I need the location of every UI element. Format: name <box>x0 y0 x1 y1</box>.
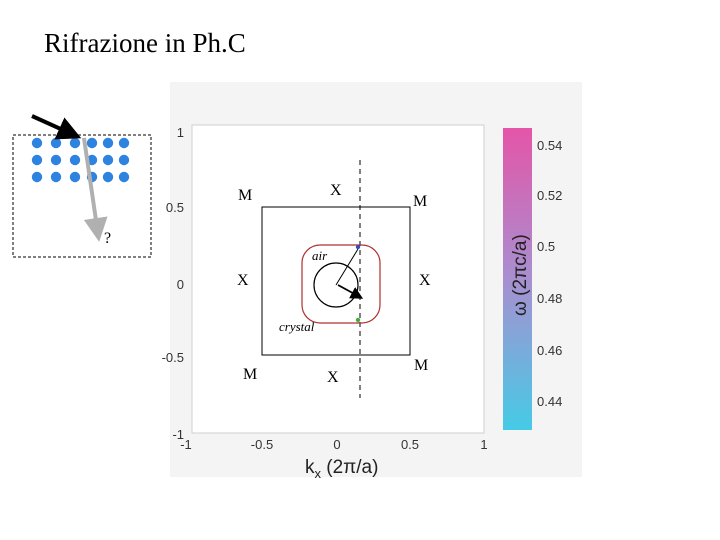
air-contour <box>313 262 359 308</box>
air-point-dot <box>355 244 361 250</box>
lattice-dot <box>69 171 81 183</box>
lattice-dot <box>102 171 114 183</box>
x-axis-ticks: -1 -0.5 0 0.5 1 <box>180 437 487 452</box>
y-tick-neg1: -1 <box>172 427 184 442</box>
y-tick-0.5: 0.5 <box>166 200 184 215</box>
crystal-wavevector-arrow <box>337 284 364 299</box>
cb-tick-0.54: 0.54 <box>537 138 562 153</box>
lattice-dot <box>69 154 81 166</box>
x-tick-1: 1 <box>480 437 487 452</box>
crystal-label: crystal <box>279 319 315 334</box>
lattice-dot <box>50 154 62 166</box>
x-tick-0: 0 <box>333 437 340 452</box>
y-tick-1: 1 <box>177 125 184 140</box>
question-mark: ? <box>104 230 111 247</box>
label-X-top: X <box>330 182 342 199</box>
label-M-top-right: M <box>413 193 427 210</box>
refracted-beam-arrow <box>82 137 108 242</box>
cb-tick-0.44: 0.44 <box>537 394 562 409</box>
lattice-dot <box>86 137 98 149</box>
lattice-dot <box>50 171 62 183</box>
lattice-dot <box>118 171 130 183</box>
crystal-point-dot <box>355 317 361 323</box>
cb-tick-0.46: 0.46 <box>537 343 562 358</box>
label-X-left: X <box>237 272 249 289</box>
y-tick-0: 0 <box>177 277 184 292</box>
lattice-dot <box>31 137 43 149</box>
label-M-bottom-right: M <box>414 357 428 374</box>
label-X-bottom: X <box>327 369 339 386</box>
label-X-right: X <box>419 272 431 289</box>
page-title: Rifrazione in Ph.C <box>44 28 246 58</box>
x-tick-neg1: -1 <box>180 437 192 452</box>
lattice-dot <box>118 137 130 149</box>
incident-beam-arrow <box>31 114 82 140</box>
label-M-top-left: M <box>238 187 252 204</box>
lattice-dot <box>118 154 130 166</box>
colorbar-ticks: 0.54 0.52 0.5 0.48 0.46 0.44 <box>537 138 562 409</box>
cb-tick-0.48: 0.48 <box>537 291 562 306</box>
lattice-dot <box>102 154 114 166</box>
lattice-dot <box>50 137 62 149</box>
cb-tick-0.5: 0.5 <box>537 239 555 254</box>
air-label: air <box>312 248 328 263</box>
colorbar-label: ω (2πc/a) <box>510 234 531 316</box>
y-tick-neg0.5: -0.5 <box>162 350 184 365</box>
colorbar <box>503 128 532 430</box>
label-M-bottom-left: M <box>243 366 257 383</box>
y-axis-ticks: 1 0.5 0 -0.5 -1 <box>162 125 184 442</box>
x-axis-label: kx (2π/a) <box>305 457 378 481</box>
photonic-crystal-lattice <box>31 137 130 183</box>
crystal-contour <box>301 244 381 324</box>
lattice-inset-box <box>12 134 152 258</box>
plot-area <box>191 124 485 434</box>
air-wavevector <box>335 248 359 286</box>
x-tick-0.5: 0.5 <box>401 437 419 452</box>
lattice-dot <box>102 137 114 149</box>
cb-tick-0.52: 0.52 <box>537 188 562 203</box>
lattice-dot <box>69 137 81 149</box>
lattice-dot <box>31 154 43 166</box>
x-tick-neg0.5: -0.5 <box>251 437 273 452</box>
lattice-dot <box>31 171 43 183</box>
brillouin-zone <box>261 206 411 356</box>
